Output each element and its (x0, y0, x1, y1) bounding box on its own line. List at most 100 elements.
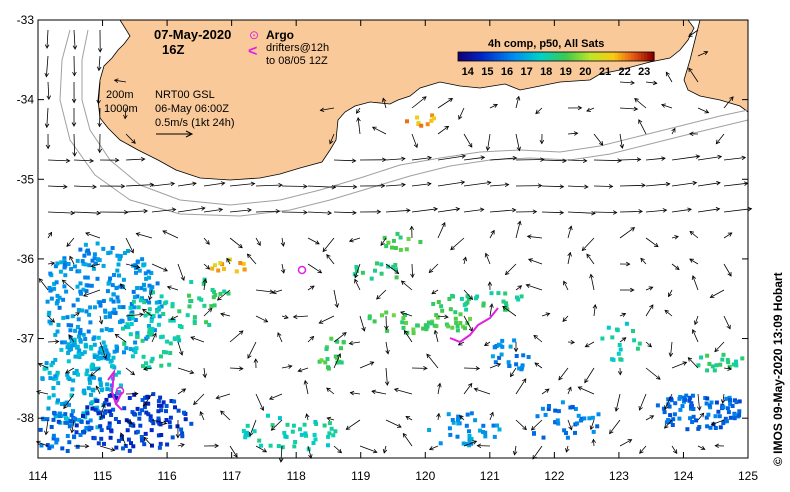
current-arrow (437, 98, 453, 109)
sst-pixel (77, 355, 82, 360)
current-arrowhead (317, 269, 323, 274)
current-arrowhead (480, 155, 486, 160)
sst-pixel (46, 312, 51, 317)
current-arrowhead (714, 443, 720, 449)
current-arrowhead (591, 438, 596, 444)
current-arrow (671, 182, 697, 187)
current-arrow (46, 107, 49, 128)
current-arrow (692, 275, 699, 291)
current-arrowhead (342, 332, 347, 337)
sst-pixel (519, 367, 524, 372)
sst-pixel (83, 337, 88, 341)
sst-pixel (547, 404, 551, 408)
sst-pixel (270, 423, 275, 428)
sst-pixel (684, 393, 689, 398)
sst-pixel (369, 276, 374, 281)
colorbar-segment (644, 52, 649, 61)
sst-pixel (149, 271, 154, 275)
sst-pixel (48, 288, 53, 293)
colorbar-segment (650, 52, 655, 61)
sst-pixel (70, 314, 75, 319)
current-arrowhead (233, 452, 238, 458)
colorbar-segment (458, 52, 462, 61)
current-arrowhead (96, 210, 102, 216)
current-arrowhead (633, 106, 639, 112)
current-arrowhead (352, 184, 358, 189)
sst-pixel (519, 294, 524, 299)
sst-pixel (71, 409, 75, 414)
sst-pixel (367, 316, 372, 321)
sst-pixel (49, 363, 54, 368)
current-arrowhead (511, 207, 517, 213)
current-arrow (638, 119, 647, 135)
sst-pixel (90, 387, 95, 392)
sst-pixel (436, 300, 441, 304)
sst-pixel (512, 338, 517, 343)
sst-pixel (104, 348, 109, 353)
sst-pixel (87, 263, 92, 268)
colorbar-segment (614, 52, 619, 61)
current-arrowhead (608, 184, 614, 189)
current-arrow (645, 209, 667, 213)
sst-pixel (322, 423, 327, 428)
current-arrowhead (348, 238, 354, 243)
current-arrowhead (444, 314, 449, 319)
sst-pixel (108, 276, 113, 281)
current-arrowhead (617, 158, 622, 163)
colorbar-segment (542, 52, 547, 61)
sst-pixel (156, 322, 161, 327)
current-arrow (68, 334, 75, 343)
sst-pixel (84, 289, 89, 294)
sst-pixel (687, 398, 692, 403)
current-arrowhead (376, 294, 381, 300)
current-arrow (619, 337, 627, 343)
sst-pixel (323, 360, 328, 365)
current-arrowhead (660, 103, 666, 108)
current-arrowhead (532, 209, 538, 214)
current-arrow (66, 237, 75, 247)
current-arrow (593, 185, 613, 187)
current-arrow (489, 230, 495, 239)
sst-pixel (464, 307, 469, 312)
sst-pixel (382, 235, 387, 240)
current-arrow (411, 133, 418, 148)
sst-pixel (691, 407, 696, 411)
sst-pixel (464, 423, 469, 428)
current-arrowhead (170, 315, 175, 320)
sst-pixel (51, 393, 56, 398)
sst-pixel (142, 287, 147, 292)
current-arrow (322, 237, 335, 252)
colorbar-segment (601, 52, 606, 61)
current-arrowhead (567, 251, 572, 257)
sst-pixel (116, 262, 121, 267)
sst-pixel (158, 422, 163, 427)
sst-pixel (635, 346, 640, 351)
current-arrowhead (535, 109, 540, 115)
sst-pixel (132, 392, 137, 397)
current-arrow (200, 411, 205, 421)
current-arrow (502, 306, 517, 317)
y-tick-label: -36 (17, 252, 35, 266)
current-arrow (450, 237, 465, 250)
sst-pixel (266, 413, 270, 418)
current-arrow (578, 386, 595, 395)
sst-pixel (99, 428, 104, 433)
current-arrow (711, 419, 725, 426)
sst-pixel (62, 340, 67, 345)
sst-pixel (611, 357, 616, 362)
current-arrowhead (70, 428, 75, 434)
current-arrow (411, 263, 413, 278)
current-arrowhead (199, 411, 204, 416)
current-arrowhead (563, 280, 568, 286)
sst-pixel (535, 414, 540, 419)
sst-pixel (144, 276, 149, 281)
current-arrowhead (472, 440, 478, 445)
sst-pixel (213, 293, 218, 298)
sst-pixel (91, 266, 96, 271)
sst-pixel (499, 352, 504, 357)
sst-pixel (71, 378, 76, 383)
sst-pixel (290, 429, 295, 434)
sst-pixel (546, 407, 551, 411)
x-tick-label: 119 (351, 469, 370, 483)
colorbar-segment (484, 52, 488, 61)
